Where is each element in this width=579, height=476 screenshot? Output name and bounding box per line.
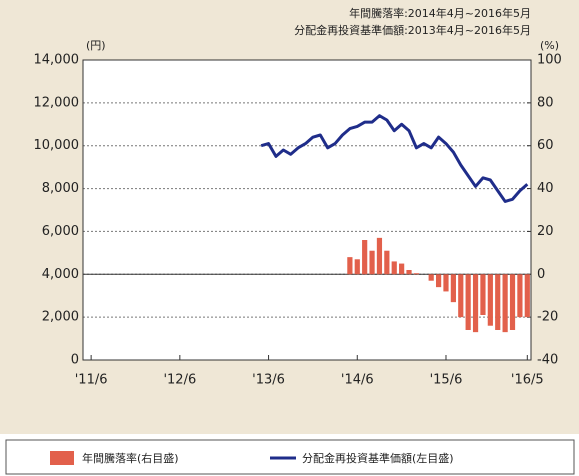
legend-label: 年間騰落率(右目盛) [82, 451, 179, 465]
y-tick-label: 10,000 [34, 138, 80, 153]
bar [391, 261, 397, 275]
bar [399, 263, 405, 275]
y2-tick-label: 100 [537, 53, 562, 68]
bar [369, 250, 375, 275]
bar [347, 257, 353, 275]
y-tick-label: 4,000 [42, 267, 79, 282]
bar [480, 274, 486, 315]
bar [450, 274, 456, 303]
y2-axis-unit: (%) [540, 39, 559, 52]
y-axis-unit: (円) [86, 39, 106, 52]
y-tick-label: 2,000 [42, 310, 79, 325]
line [260, 114, 529, 203]
y2-tick-label: 0 [537, 267, 545, 282]
y2-tick-label: -40 [537, 353, 558, 368]
x-tick-label: '13/6 [252, 373, 285, 388]
bar [428, 274, 434, 281]
bar [524, 274, 530, 318]
y-tick-label: 8,000 [42, 181, 79, 196]
bar [354, 259, 360, 275]
bar [384, 250, 390, 275]
bar [376, 237, 383, 275]
bar [406, 270, 412, 275]
annotation: 分配金再投資基準価額:2013年4月~2016年5月 [294, 23, 531, 37]
y2-tick-label: 40 [537, 181, 554, 196]
bar [517, 274, 523, 318]
x-tick-label: '16/5 [511, 373, 544, 388]
y-tick-label: 6,000 [42, 224, 79, 239]
y2-tick-label: 60 [537, 138, 554, 153]
bar [502, 274, 508, 333]
bar [458, 274, 464, 318]
bar [435, 274, 442, 288]
x-tick-label: '11/6 [75, 373, 108, 388]
y2-tick-label: 20 [537, 224, 554, 239]
bar [509, 274, 516, 330]
legend-label: 分配金再投資基準価額(左目盛) [302, 451, 454, 465]
bar [495, 274, 501, 330]
bar [472, 274, 479, 333]
bar [443, 274, 449, 292]
bar [413, 273, 420, 275]
plot-area [83, 60, 531, 360]
annotation: 年間騰落率:2014年4月~2016年5月 [349, 6, 531, 20]
bar [487, 274, 493, 326]
y-tick-label: 14,000 [34, 53, 80, 68]
y2-tick-label: -20 [537, 310, 558, 325]
x-tick-label: '14/6 [341, 373, 374, 388]
y-tick-label: 0 [71, 353, 79, 368]
x-tick-label: '12/6 [163, 373, 196, 388]
x-tick-label: '15/6 [430, 373, 463, 388]
y-tick-label: 12,000 [34, 95, 80, 110]
plot-frame [82, 59, 532, 361]
legend-swatch [50, 451, 74, 465]
bar [465, 274, 471, 330]
bar [362, 240, 368, 275]
y2-tick-label: 80 [537, 95, 554, 110]
